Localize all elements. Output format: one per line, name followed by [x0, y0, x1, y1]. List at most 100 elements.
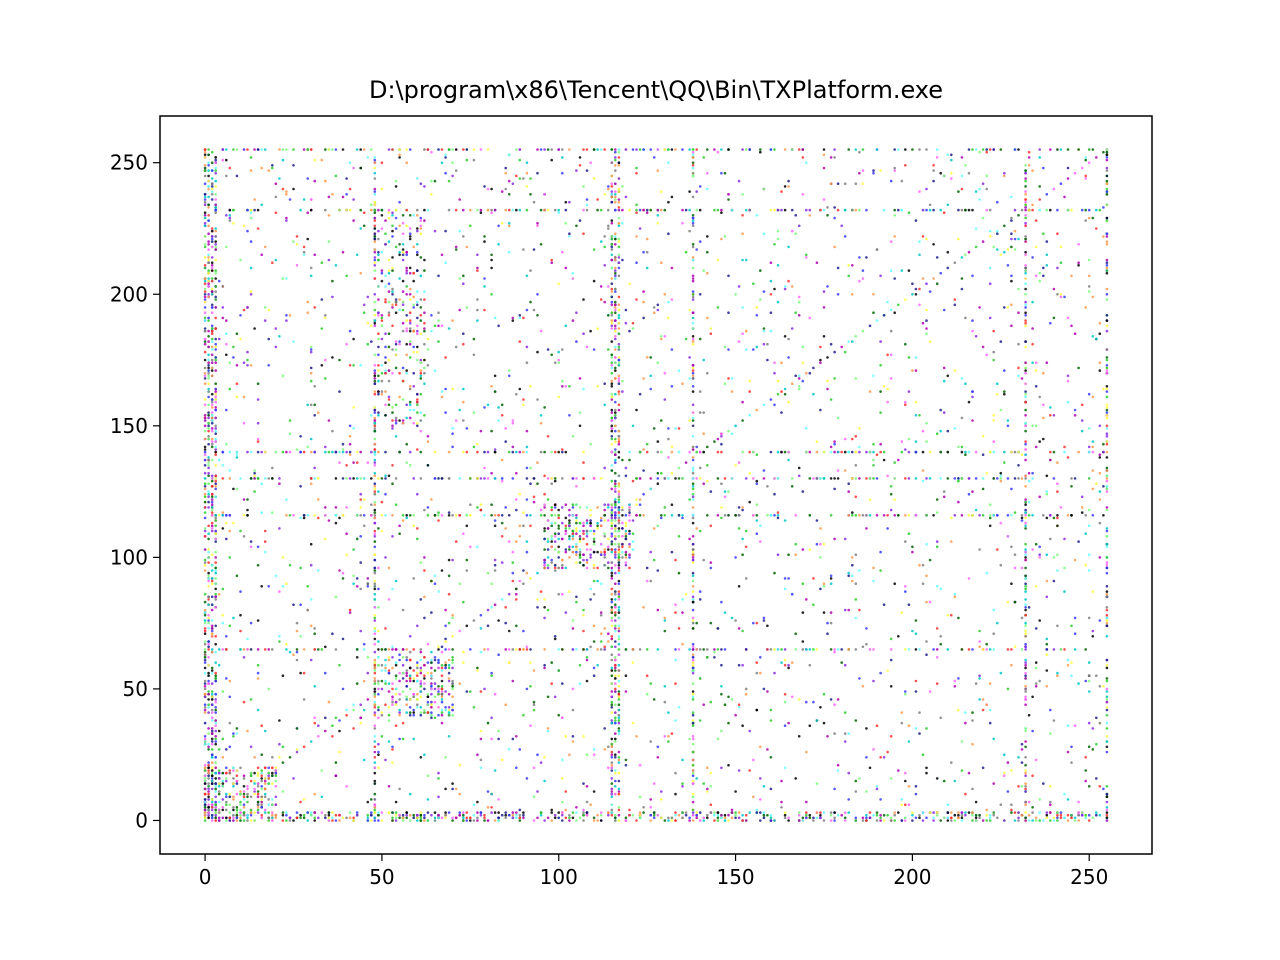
data-point [1091, 216, 1095, 220]
data-point [214, 361, 217, 365]
data-point [720, 442, 723, 446]
data-point [1024, 606, 1027, 609]
data-point [875, 787, 879, 791]
data-point [1003, 774, 1006, 777]
data-point [645, 692, 649, 696]
data-point [1020, 742, 1024, 746]
data-point [981, 708, 985, 712]
data-point [1105, 613, 1109, 617]
data-point [214, 369, 217, 372]
data-point [950, 153, 953, 157]
data-point [610, 535, 614, 538]
data-point [610, 193, 614, 196]
data-point [373, 177, 377, 180]
data-point [610, 182, 614, 185]
data-point [210, 437, 214, 441]
data-point [720, 211, 723, 214]
data-point [557, 524, 560, 528]
data-point [645, 250, 649, 254]
data-point [292, 187, 295, 191]
data-point [518, 816, 522, 820]
data-point [702, 156, 705, 159]
data-point [617, 474, 621, 478]
data-point [405, 416, 409, 420]
data-point [493, 819, 497, 822]
data-point [274, 211, 278, 214]
data-point [546, 435, 550, 438]
data-point [437, 311, 440, 315]
data-point [797, 314, 801, 317]
data-point [203, 650, 207, 654]
data-point [865, 727, 868, 730]
data-point [207, 690, 210, 693]
data-point [585, 198, 589, 201]
data-point [868, 816, 872, 820]
data-point [914, 219, 918, 222]
data-point [263, 529, 267, 533]
data-point [575, 340, 578, 343]
data-point [851, 511, 854, 514]
data-point [207, 792, 210, 796]
data-point [1003, 171, 1006, 175]
data-point [769, 813, 773, 817]
data-point [681, 382, 684, 386]
data-point [1024, 800, 1027, 804]
data-point [1010, 663, 1013, 667]
data-point [706, 656, 709, 659]
data-point [752, 621, 755, 625]
data-point [819, 811, 822, 814]
data-point [1077, 243, 1080, 246]
data-point [1038, 556, 1041, 559]
data-point [299, 635, 302, 638]
data-point [543, 193, 546, 196]
data-point [522, 511, 525, 514]
data-point [546, 608, 550, 612]
data-point [741, 813, 744, 817]
data-point [274, 345, 278, 349]
data-point [522, 248, 525, 251]
data-point [253, 469, 256, 472]
data-point [391, 427, 394, 430]
data-point [532, 819, 536, 822]
data-point [1024, 235, 1027, 238]
data-point [515, 811, 518, 814]
data-point [465, 819, 469, 822]
data-point [228, 214, 232, 217]
data-point [1024, 453, 1027, 457]
data-point [394, 348, 398, 351]
data-point [925, 327, 928, 330]
data-point [988, 721, 992, 725]
data-point [352, 816, 355, 820]
data-point [214, 756, 217, 759]
data-point [1105, 677, 1109, 680]
data-point [1073, 816, 1077, 820]
data-point [617, 598, 621, 601]
data-point [614, 645, 617, 649]
data-point [624, 674, 628, 677]
data-point [610, 161, 614, 164]
data-point [691, 374, 695, 378]
data-point [716, 306, 720, 309]
data-point [462, 419, 465, 422]
data-point [1052, 819, 1056, 822]
data-point [759, 269, 762, 272]
data-point [235, 811, 239, 814]
data-point [1070, 274, 1073, 278]
data-point [635, 235, 638, 238]
data-point [652, 816, 656, 820]
data-point [271, 811, 274, 814]
data-point [217, 748, 221, 751]
data-point [872, 813, 875, 817]
data-point [603, 300, 606, 304]
data-point [1013, 237, 1017, 241]
data-point [210, 332, 214, 336]
data-point [1024, 613, 1027, 617]
data-point [210, 303, 214, 307]
data-point [900, 819, 904, 822]
data-point [345, 506, 348, 509]
data-point [1056, 811, 1059, 814]
data-point [928, 600, 932, 604]
data-point [893, 582, 896, 585]
data-point [617, 663, 621, 667]
data-point [691, 719, 695, 722]
